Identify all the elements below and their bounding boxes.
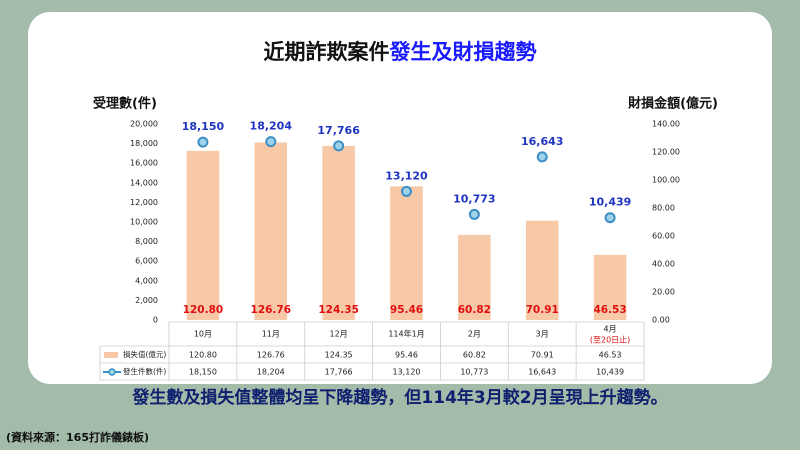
table-cell: 95.46 [395, 351, 418, 360]
bar-label: 124.35 [318, 304, 359, 316]
table-cell: 70.91 [531, 351, 554, 360]
marker-label: 18,204 [250, 120, 293, 133]
y2-tick-label: 140.00 [652, 120, 680, 129]
bar [593, 254, 627, 320]
bar [390, 186, 423, 320]
y2-tick-label: 60.00 [652, 232, 675, 241]
marker-label: 10,773 [453, 192, 495, 205]
bar [458, 234, 491, 320]
table-cell: 46.53 [599, 351, 622, 360]
y2-tick-label: 0.00 [652, 316, 670, 325]
table-cell: 16,643 [528, 368, 556, 377]
category-label: 4月 [604, 325, 617, 334]
y2-axis-title: 財損金額(億元) [627, 96, 718, 112]
y-axis-title: 受理數(件) [93, 96, 157, 112]
y-tick-label: 16,000 [130, 159, 158, 168]
title: 近期詐欺案件發生及財損趨勢 [264, 40, 537, 64]
legend-swatch [104, 352, 118, 358]
y2-tick-label: 100.00 [652, 176, 680, 185]
table-cell: 13,120 [393, 368, 421, 377]
marker [468, 208, 480, 220]
table-cell: 17,766 [325, 368, 353, 377]
marker-label: 13,120 [385, 169, 428, 182]
bar [254, 142, 288, 320]
bar [525, 220, 559, 320]
marker-label: 18,150 [182, 120, 225, 133]
y2-tick-label: 80.00 [652, 204, 675, 213]
bar-label: 120.80 [183, 304, 224, 316]
y2-tick-label: 40.00 [652, 260, 675, 269]
bar-label: 46.53 [593, 304, 626, 316]
y-tick-label: 4,000 [135, 276, 158, 285]
marker-label: 10,439 [589, 196, 631, 209]
category-label: 10月 [194, 330, 212, 339]
bar-label: 70.91 [526, 304, 559, 316]
marker [333, 140, 345, 152]
marker [536, 151, 548, 163]
marker-label: 16,643 [521, 135, 563, 148]
legend-label: 發生件數(件) [123, 366, 166, 376]
table-cell: 10,439 [596, 368, 624, 377]
category-label: 11月 [262, 330, 280, 339]
category-label: 3月 [536, 330, 549, 339]
category-label: 114年1月 [388, 329, 424, 339]
y-tick-label: 0 [153, 316, 158, 325]
bar [186, 150, 220, 320]
table-cell: 18,204 [257, 368, 285, 377]
marker [197, 136, 209, 148]
marker [604, 212, 616, 224]
marker [265, 136, 277, 148]
marker-label: 17,766 [317, 124, 360, 137]
legend-label: 損失值(億元) [123, 349, 166, 359]
y-tick-label: 14,000 [130, 178, 158, 187]
table-cell: 60.82 [463, 351, 486, 360]
y2-tick-label: 20.00 [652, 288, 675, 297]
category-note: (至20日止) [590, 335, 630, 345]
table-cell: 18,150 [189, 368, 217, 377]
bar-label: 95.46 [390, 304, 423, 316]
bar [322, 145, 355, 320]
conclusion: 發生數及損失值整體均呈下降趨勢，但114年3月較2月呈現上升趨勢。 [131, 387, 667, 408]
table-cell: 124.35 [325, 351, 353, 360]
y-tick-label: 2,000 [135, 296, 158, 305]
bar-label: 60.82 [458, 304, 491, 316]
table-cell: 10,773 [460, 368, 488, 377]
y2-tick-label: 120.00 [652, 148, 680, 157]
y-tick-label: 10,000 [130, 218, 158, 227]
y-tick-label: 18,000 [130, 139, 158, 148]
y-tick-label: 8,000 [135, 237, 158, 246]
title-highlight: 發生及財損趨勢 [389, 40, 537, 64]
source: (資料來源：165打詐儀錶板) [6, 430, 149, 444]
table-cell: 120.80 [189, 351, 217, 360]
category-label: 2月 [468, 330, 481, 339]
y-tick-label: 20,000 [130, 120, 158, 129]
category-label: 12月 [330, 330, 348, 339]
table-cell: 126.76 [257, 351, 285, 360]
bar-label: 126.76 [251, 304, 292, 316]
plot: 0 2,000 4,000 6,000 8,000 10,000 12,000 14,000 1… [99, 120, 680, 381]
title-plain: 近期詐欺案件 [264, 40, 390, 64]
y-tick-label: 12,000 [130, 198, 158, 207]
y-tick-label: 6,000 [135, 257, 158, 266]
marker [401, 185, 412, 197]
legend-swatch [108, 368, 116, 376]
